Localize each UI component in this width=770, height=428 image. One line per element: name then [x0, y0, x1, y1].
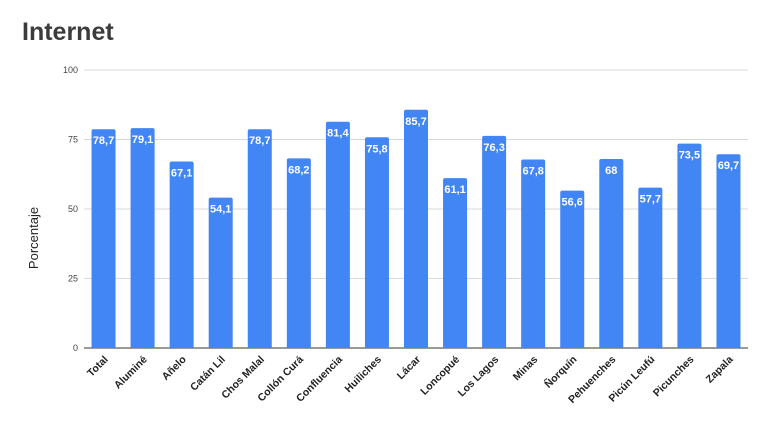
data-label: 54,1: [210, 204, 231, 216]
bar: [286, 158, 311, 348]
y-tick-label: 50: [68, 204, 78, 214]
x-tick-label: Lácar: [395, 354, 423, 382]
bars: [91, 109, 741, 348]
data-labels: 78,7 79,1 67,1 54,1 78,7 68,2 81,4 75,8 85,7 61,1…: [93, 116, 739, 216]
data-label: 68,2: [288, 164, 309, 176]
y-tick-label: 25: [68, 274, 78, 284]
bar: [247, 129, 272, 348]
bar: [325, 121, 350, 348]
data-label: 76,3: [483, 142, 504, 154]
bar: [521, 159, 546, 348]
bar: [404, 109, 428, 348]
data-label: 68: [605, 165, 617, 177]
bar: [208, 197, 233, 348]
y-tick-label: 0: [73, 343, 78, 353]
bar: [130, 128, 155, 348]
bar: [364, 137, 389, 348]
data-label: 67,8: [522, 166, 543, 178]
y-tick-label: 75: [68, 135, 78, 145]
data-label: 73,5: [679, 150, 700, 162]
x-tick-label: Añelo: [160, 354, 189, 383]
x-tick-label: Total: [85, 354, 111, 380]
data-label: 85,7: [405, 116, 426, 128]
bar: [482, 135, 507, 348]
data-label: 67,1: [171, 167, 192, 179]
y-tick-label: 100: [63, 65, 78, 75]
data-label: 69,7: [718, 160, 739, 172]
data-label: 57,7: [640, 194, 661, 206]
x-tick-label: Los Lagos: [456, 354, 502, 400]
x-tick-label: Ñorquín: [542, 353, 580, 391]
x-tick-label: Picunches: [651, 354, 697, 400]
data-label: 81,4: [327, 128, 349, 140]
x-tick-label: Minas: [511, 354, 541, 384]
bar: [169, 161, 194, 348]
bar: [638, 187, 663, 348]
bar: [677, 143, 702, 348]
bar: [560, 190, 585, 348]
data-label: 79,1: [132, 134, 153, 146]
chart-title: Internet: [22, 18, 114, 46]
x-tick-label: Huiliches: [343, 354, 385, 396]
bar: [599, 158, 624, 348]
bar: [91, 129, 116, 348]
data-label: 75,8: [366, 143, 387, 155]
data-label: 61,1: [444, 184, 465, 196]
data-label: 78,7: [93, 135, 114, 147]
bar: [716, 154, 741, 348]
x-tick-label: Aluminé: [112, 354, 150, 392]
y-axis-label: Porcentaje: [26, 207, 41, 269]
data-label: 56,6: [562, 197, 583, 209]
y-axis-ticks: 0 25 50 75 100: [63, 65, 78, 353]
x-tick-label: Zapala: [704, 354, 736, 386]
x-tick-label: Catán Lil: [188, 354, 228, 394]
data-label: 78,7: [249, 135, 270, 147]
bar: [443, 178, 468, 348]
